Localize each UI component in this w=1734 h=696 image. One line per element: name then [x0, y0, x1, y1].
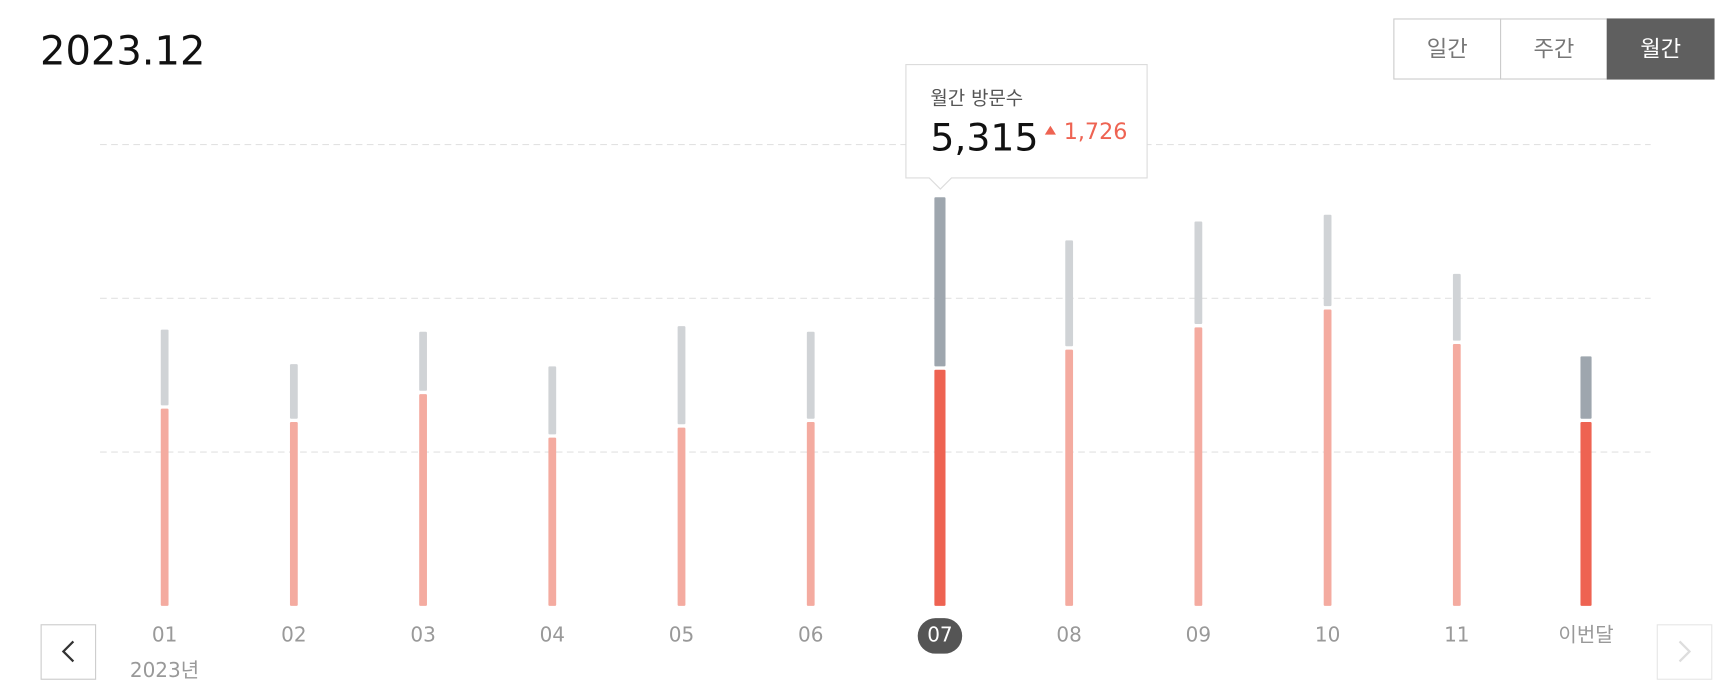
tooltip: 월간 방문수 5,315 1,726 — [905, 64, 1148, 190]
bar-segment[interactable] — [1194, 327, 1203, 606]
x-tick-label[interactable]: 07 — [927, 622, 952, 646]
bar-segment[interactable] — [548, 366, 557, 435]
bar-segment[interactable] — [289, 364, 298, 419]
prev-button-box[interactable] — [40, 624, 97, 680]
tooltip-box — [905, 64, 1148, 190]
x-labels: 01 02 03 04 05 06 07 08 09 10 11 이번달 — [152, 618, 1614, 654]
tab-label[interactable]: 주간 — [1533, 37, 1574, 63]
bar-segment[interactable] — [1452, 344, 1461, 606]
bar-segment[interactable] — [1323, 309, 1332, 606]
next-button-box[interactable] — [1656, 624, 1713, 680]
tooltip-value: 5,315 — [930, 116, 1038, 160]
x-tick-label[interactable]: 10 — [1315, 622, 1340, 646]
bar-segment[interactable] — [1452, 273, 1461, 341]
bar-segment[interactable] — [934, 369, 946, 606]
bar-segment[interactable] — [677, 427, 686, 606]
grid — [100, 144, 1651, 453]
year-label: 2023년 — [130, 658, 199, 682]
x-tick-label[interactable]: 04 — [540, 622, 565, 646]
up-arrow — [1044, 125, 1056, 135]
tab-label[interactable]: 월간 — [1640, 37, 1681, 63]
tooltip-label: 월간 방문수 — [930, 88, 1023, 110]
bars — [160, 197, 1592, 606]
period-tabs: 일간 주간 월간 — [1393, 18, 1715, 80]
selected-pill — [917, 618, 963, 654]
x-tick-label[interactable]: 06 — [798, 622, 823, 646]
prev-icon — [61, 640, 75, 663]
page-title: 2023.12 — [40, 28, 205, 74]
bar-segment[interactable] — [160, 408, 169, 606]
next-icon — [1678, 640, 1692, 663]
next-button[interactable] — [1656, 624, 1713, 680]
bar-segment[interactable] — [419, 331, 427, 391]
bar-segment[interactable] — [1065, 240, 1074, 347]
x-tick-label[interactable]: 02 — [281, 622, 306, 646]
bar-segment[interactable] — [419, 394, 427, 606]
bar-segment[interactable] — [160, 329, 169, 406]
x-tick-label[interactable]: 이번달 — [1558, 622, 1613, 646]
x-tick-label[interactable]: 09 — [1186, 622, 1211, 646]
tab[interactable] — [1606, 18, 1715, 80]
tab-label[interactable]: 일간 — [1427, 37, 1468, 63]
bar-segment[interactable] — [1194, 221, 1203, 325]
tab[interactable] — [1500, 18, 1608, 80]
bar-segment[interactable] — [677, 326, 686, 425]
bar-segment[interactable] — [289, 422, 298, 606]
x-tick-label[interactable]: 05 — [669, 622, 694, 646]
tab[interactable] — [1393, 18, 1502, 80]
tooltip-change: 1,726 — [1064, 119, 1128, 145]
bar-segment[interactable] — [1580, 422, 1592, 606]
bar-segment[interactable] — [1323, 214, 1332, 307]
x-tick-label[interactable]: 01 — [152, 622, 177, 646]
prev-button[interactable] — [40, 624, 97, 680]
bar-segment[interactable] — [1065, 349, 1074, 606]
bar-segment[interactable] — [806, 331, 815, 419]
bar-segment[interactable] — [934, 197, 946, 367]
x-tick-label[interactable]: 11 — [1444, 622, 1469, 646]
x-tick-label[interactable]: 08 — [1056, 622, 1081, 646]
x-tick-label[interactable]: 03 — [410, 622, 435, 646]
bar-segment[interactable] — [806, 422, 815, 606]
bar-segment[interactable] — [1580, 356, 1592, 419]
bar-segment[interactable] — [548, 437, 557, 606]
